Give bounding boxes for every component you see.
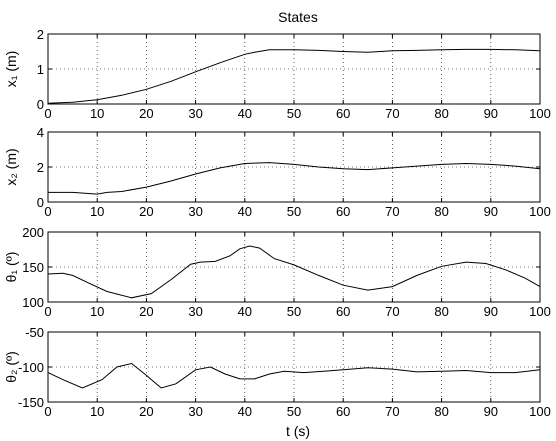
y-tick-label: 0 bbox=[37, 97, 44, 112]
y-tick-label: 150 bbox=[22, 260, 44, 275]
x-tick-label: 40 bbox=[238, 106, 252, 121]
x-tick-label: 80 bbox=[434, 404, 448, 419]
y-tick-label: 100 bbox=[22, 295, 44, 310]
x-tick-label: 70 bbox=[385, 106, 399, 121]
y-tick-label: 200 bbox=[22, 225, 44, 240]
y-axis-label: θ₁ (º) bbox=[3, 252, 19, 283]
x-tick-label: 50 bbox=[287, 106, 301, 121]
x-tick-label: 90 bbox=[484, 304, 498, 319]
x-tick-label: 50 bbox=[287, 304, 301, 319]
y-tick-label: 2 bbox=[37, 27, 44, 42]
x-tick-label: 100 bbox=[529, 204, 551, 219]
y-axis-label: θ₂ (º) bbox=[3, 351, 19, 383]
x-tick-label: 60 bbox=[336, 304, 350, 319]
x-tick-label: 60 bbox=[336, 106, 350, 121]
y-tick-label: 0 bbox=[37, 195, 44, 210]
x-tick-label: 90 bbox=[484, 106, 498, 121]
subplot-2: 0 10 20 30 40 50 60 70 80 90 100 0 2 4 x₂ (m) bbox=[3, 125, 551, 219]
y-tick-label: 4 bbox=[37, 125, 44, 140]
series-line-1 bbox=[47, 362, 541, 389]
y-tick-label: 2 bbox=[37, 160, 44, 175]
x-tick-label: 10 bbox=[90, 204, 104, 219]
x-tick-label: 100 bbox=[529, 404, 551, 419]
x-tick-label: 30 bbox=[188, 204, 202, 219]
y-tick-label: -100 bbox=[18, 360, 44, 375]
x-tick-label: 40 bbox=[238, 304, 252, 319]
x-tick-label: 20 bbox=[139, 404, 153, 419]
x-tick-label: 30 bbox=[188, 304, 202, 319]
x-axis-label: t (s) bbox=[286, 423, 310, 439]
series-line-1 bbox=[48, 162, 541, 195]
x-tick-label: 50 bbox=[287, 204, 301, 219]
x-tick-label: 60 bbox=[336, 204, 350, 219]
x-tick-label: 20 bbox=[139, 106, 153, 121]
x-tick-label: 0 bbox=[44, 204, 51, 219]
x-tick-label: 90 bbox=[484, 404, 498, 419]
subplot-4: 0 10 20 30 40 50 60 70 80 90 100 -150 -100 -50 θ₂ (º) bbox=[3, 325, 551, 419]
x-tick-label: 80 bbox=[434, 204, 448, 219]
x-tick-label: 70 bbox=[385, 304, 399, 319]
chart-title: States bbox=[278, 9, 318, 25]
x-tick-label: 50 bbox=[287, 404, 301, 419]
axes-frame bbox=[47, 331, 541, 403]
series-line-1 bbox=[47, 245, 541, 299]
series-line-1 bbox=[47, 48, 541, 104]
x-tick-label: 70 bbox=[385, 404, 399, 419]
y-tick-label: 1 bbox=[37, 62, 44, 77]
y-axis-label: x₂ (m) bbox=[3, 148, 19, 185]
x-tick-label: 30 bbox=[188, 106, 202, 121]
x-tick-label: 40 bbox=[238, 204, 252, 219]
x-tick-label: 10 bbox=[90, 106, 104, 121]
x-tick-label: 10 bbox=[90, 404, 104, 419]
subplot-1: 0 10 20 30 40 50 60 70 80 90 100 0 1 2 x₁ (m) bbox=[3, 27, 551, 121]
x-tick-label: 30 bbox=[188, 404, 202, 419]
y-tick-label: -150 bbox=[18, 395, 44, 410]
axes-frame bbox=[47, 231, 541, 303]
y-axis-label: x₁ (m) bbox=[3, 51, 19, 88]
x-tick-label: 0 bbox=[44, 404, 51, 419]
x-tick-label: 10 bbox=[90, 304, 104, 319]
x-tick-label: 100 bbox=[529, 304, 551, 319]
x-tick-label: 80 bbox=[434, 106, 448, 121]
x-tick-label: 20 bbox=[139, 304, 153, 319]
x-tick-label: 20 bbox=[139, 204, 153, 219]
y-tick-label: -50 bbox=[25, 325, 44, 340]
x-tick-label: 100 bbox=[529, 106, 551, 121]
x-tick-label: 0 bbox=[44, 106, 51, 121]
x-tick-label: 60 bbox=[336, 404, 350, 419]
x-tick-label: 70 bbox=[385, 204, 399, 219]
x-tick-label: 0 bbox=[44, 304, 51, 319]
x-tick-label: 80 bbox=[434, 304, 448, 319]
x-tick-label: 40 bbox=[238, 404, 252, 419]
x-tick-label: 90 bbox=[484, 204, 498, 219]
axes-frame bbox=[47, 33, 541, 105]
